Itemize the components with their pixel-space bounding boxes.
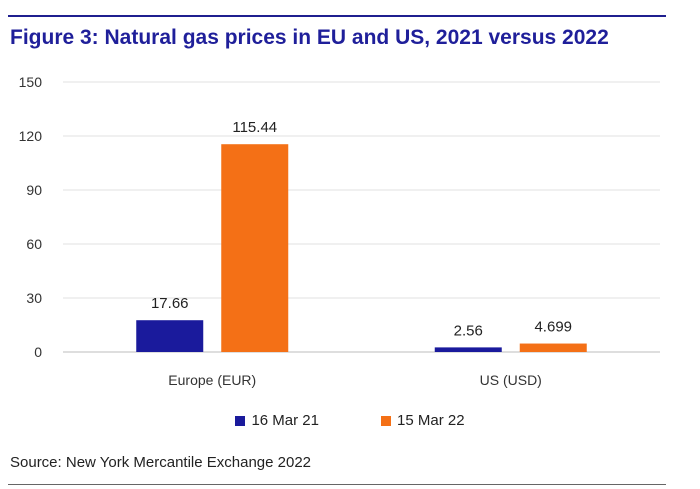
bar-1-series-2 xyxy=(221,144,289,352)
data-labels: 17.66 115.44 2.56 4.699 xyxy=(151,119,572,339)
y-axis-ticks: 0 30 60 90 120 150 xyxy=(19,74,43,360)
bar-2-series-1 xyxy=(434,347,502,352)
bars xyxy=(136,144,587,352)
x-axis-ticks: Europe (EUR) US (USD) xyxy=(168,372,542,388)
legend: 16 Mar 21 15 Mar 22 xyxy=(0,412,700,429)
legend-item-series-2: 15 Mar 22 xyxy=(381,412,465,429)
data-label-2-series-1: 2.56 xyxy=(454,322,483,339)
bar-2-series-2 xyxy=(519,343,587,352)
data-label-2-series-2: 4.699 xyxy=(534,319,572,336)
data-label-1-series-1: 17.66 xyxy=(151,295,189,312)
y-tick-label: 30 xyxy=(26,290,42,306)
y-tick-label: 60 xyxy=(26,236,42,252)
bar-chart: 0 30 60 90 120 150 17.66 115.44 2.56 4.699 Europ… xyxy=(19,74,660,388)
y-tick-label: 120 xyxy=(19,128,43,144)
y-tick-label: 0 xyxy=(34,344,42,360)
legend-swatch-series-2 xyxy=(381,415,391,426)
bar-1-series-1 xyxy=(136,320,204,352)
top-rule xyxy=(8,15,666,17)
x-tick-label: US (USD) xyxy=(480,372,542,388)
source-note: Source: New York Mercantile Exchange 202… xyxy=(10,454,312,471)
legend-swatch-series-1 xyxy=(235,415,246,426)
bottom-rule xyxy=(8,484,666,485)
legend-item-series-1: 16 Mar 21 xyxy=(235,412,319,429)
legend-label-series-2: 15 Mar 22 xyxy=(397,412,465,429)
x-tick-label: Europe (EUR) xyxy=(168,372,256,388)
y-tick-label: 90 xyxy=(26,182,42,198)
legend-label-series-1: 16 Mar 21 xyxy=(251,412,319,429)
data-label-1-series-2: 115.44 xyxy=(232,119,277,136)
chart-title: Figure 3: Natural gas prices in EU and U… xyxy=(10,26,609,49)
y-tick-label: 150 xyxy=(19,74,43,90)
